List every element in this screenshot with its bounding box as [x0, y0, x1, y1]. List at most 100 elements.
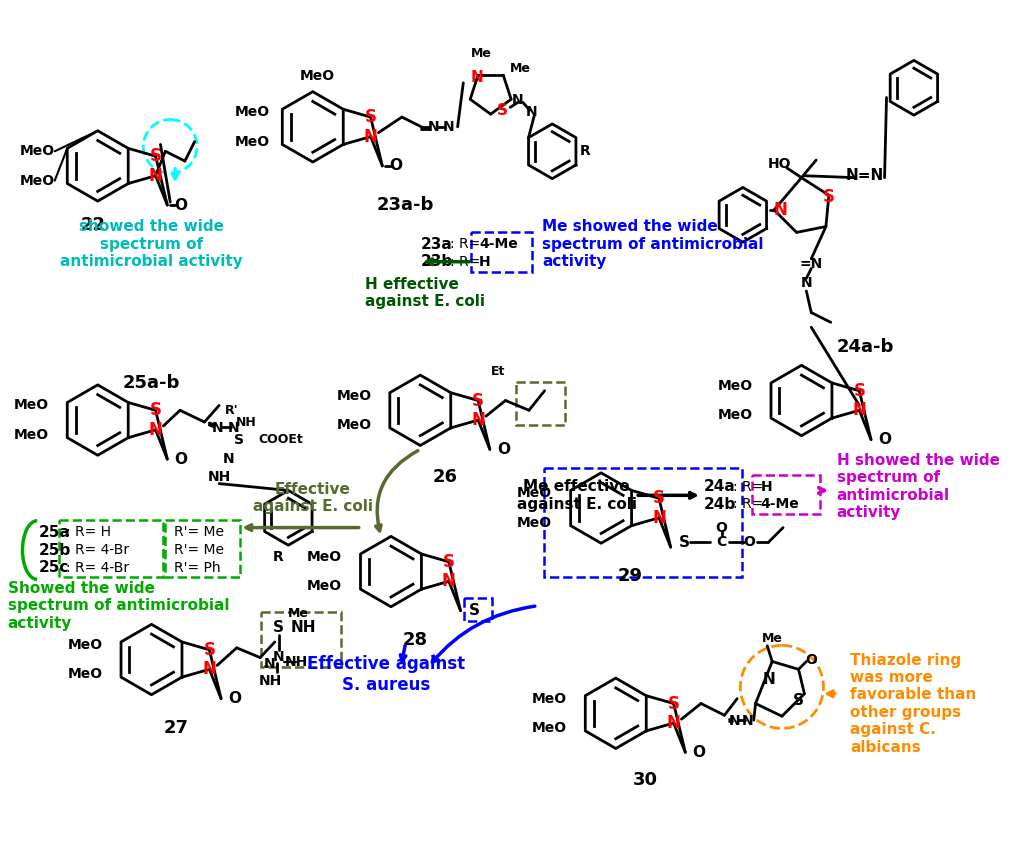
Text: O: O: [229, 691, 241, 706]
Text: S: S: [679, 535, 690, 550]
Text: 24a: 24a: [704, 479, 735, 494]
Text: S: S: [273, 620, 284, 634]
Text: C: C: [717, 536, 727, 549]
Text: : R= H: : R= H: [66, 525, 112, 540]
Text: N: N: [273, 650, 284, 663]
Text: R': R': [225, 404, 239, 417]
Text: N: N: [149, 167, 162, 184]
Text: MeO: MeO: [67, 638, 102, 652]
Text: MeO: MeO: [235, 135, 270, 149]
Text: 23b: 23b: [420, 255, 453, 269]
Text: N=N: N=N: [846, 168, 884, 184]
Text: 27: 27: [163, 719, 188, 737]
Text: MeO: MeO: [307, 550, 342, 564]
Text: O: O: [390, 158, 402, 173]
Text: O: O: [175, 197, 187, 212]
Text: MeO: MeO: [531, 721, 567, 735]
Text: Me: Me: [287, 607, 308, 620]
Text: S: S: [823, 188, 834, 206]
Text: N: N: [852, 401, 866, 420]
Text: : R=: : R=: [450, 255, 480, 269]
Text: 24a-b: 24a-b: [837, 338, 893, 356]
Text: N: N: [203, 661, 216, 678]
Text: MeO: MeO: [531, 692, 567, 706]
Text: R'= Me: R'= Me: [174, 543, 224, 557]
Text: Effective against
S. aureus: Effective against S. aureus: [307, 655, 465, 694]
Text: 25b: 25b: [39, 542, 71, 558]
Text: NH: NH: [291, 620, 315, 634]
Text: MeO: MeO: [235, 105, 270, 119]
Text: : R=: : R=: [733, 497, 763, 511]
Text: : R= 4-Br: : R= 4-Br: [66, 561, 129, 574]
Text: R'= Ph: R'= Ph: [174, 561, 220, 574]
Text: MeO: MeO: [67, 667, 102, 681]
Text: =N: =N: [799, 256, 823, 271]
Text: showed the wide
spectrum of
antimicrobial activity: showed the wide spectrum of antimicrobia…: [60, 219, 243, 269]
Text: NH: NH: [258, 674, 281, 688]
Text: S: S: [150, 147, 161, 165]
Text: R: R: [580, 145, 590, 158]
Text: N: N: [667, 714, 680, 732]
Text: NH: NH: [236, 415, 256, 429]
Text: O: O: [743, 536, 755, 549]
Text: N: N: [264, 657, 276, 672]
Text: NH: NH: [208, 470, 231, 484]
Text: S: S: [853, 382, 865, 400]
Text: N: N: [443, 120, 455, 134]
Text: 25a-b: 25a-b: [123, 374, 180, 392]
Text: O: O: [716, 520, 728, 535]
Text: MeO: MeO: [13, 398, 49, 412]
Text: 24b: 24b: [704, 497, 736, 512]
Text: S: S: [443, 552, 455, 571]
Text: S: S: [668, 695, 679, 712]
Text: N: N: [472, 411, 485, 429]
Text: N: N: [652, 508, 666, 527]
Text: Me: Me: [470, 47, 491, 60]
Text: MeO: MeO: [336, 418, 371, 432]
Text: 4-Me: 4-Me: [760, 497, 799, 511]
Text: COOEt: COOEt: [258, 433, 303, 446]
Text: N: N: [728, 714, 740, 728]
Text: S: S: [497, 102, 508, 118]
Text: Et: Et: [491, 365, 506, 377]
Text: N: N: [211, 421, 223, 435]
Text: R'= Me: R'= Me: [174, 525, 224, 540]
Text: Thiazole ring
was more
favorable than
other groups
against C.
albicans: Thiazole ring was more favorable than ot…: [850, 652, 977, 755]
Text: 22: 22: [81, 216, 105, 233]
Text: 28: 28: [403, 631, 428, 649]
Text: MeO: MeO: [20, 145, 55, 158]
Text: S: S: [204, 640, 215, 659]
Text: H: H: [479, 255, 490, 269]
Text: S: S: [365, 108, 376, 126]
Text: 25a: 25a: [39, 525, 71, 540]
Text: MeO: MeO: [718, 408, 753, 422]
Text: H effective
against E. coli: H effective against E. coli: [365, 277, 485, 309]
Text: O: O: [497, 442, 510, 457]
Text: Showed the wide
spectrum of antimicrobial
activity: Showed the wide spectrum of antimicrobia…: [8, 581, 230, 630]
Text: N: N: [742, 714, 754, 728]
Text: 30: 30: [633, 771, 658, 788]
Text: N: N: [364, 128, 377, 146]
Text: 4-Me: 4-Me: [479, 237, 518, 251]
Text: N: N: [512, 93, 524, 107]
Text: MeO: MeO: [517, 486, 552, 500]
Text: 23a: 23a: [420, 237, 452, 251]
Text: 25c: 25c: [39, 560, 69, 575]
Text: S: S: [473, 392, 484, 409]
Text: MeO: MeO: [307, 580, 342, 593]
Text: S: S: [234, 432, 244, 447]
Text: MeO: MeO: [517, 516, 552, 530]
Text: Me effective
against E. coli: Me effective against E. coli: [517, 479, 637, 512]
Text: S: S: [652, 489, 665, 508]
Text: Me: Me: [510, 62, 530, 74]
Text: Effective
against E. coli: Effective against E. coli: [252, 482, 373, 514]
Text: MeO: MeO: [336, 388, 371, 403]
Text: N: N: [800, 277, 812, 290]
Text: MeO: MeO: [300, 69, 335, 83]
Text: S: S: [468, 603, 480, 618]
Text: 23a-b: 23a-b: [377, 196, 434, 214]
Text: N: N: [470, 70, 483, 85]
Text: 26: 26: [432, 468, 457, 486]
Text: HO: HO: [768, 157, 792, 171]
Text: Me: Me: [762, 631, 783, 645]
